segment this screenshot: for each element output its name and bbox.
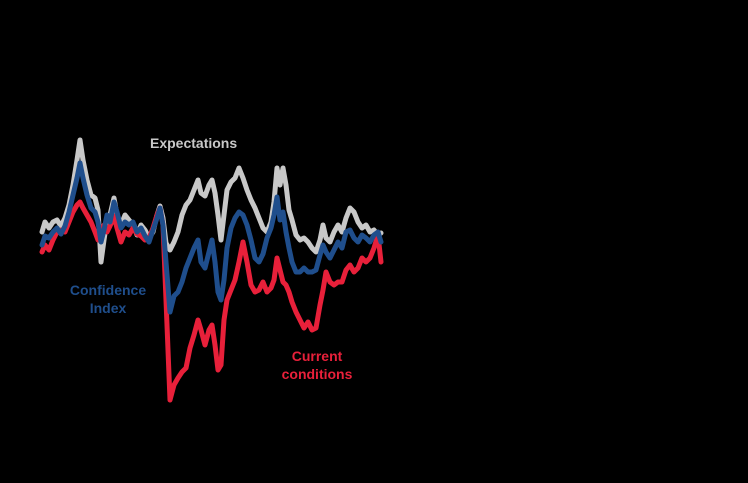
confidence-label-line2: Index	[89, 300, 127, 316]
current-conditions-label: Current conditions	[272, 347, 362, 383]
current-label-line1: Current	[291, 348, 343, 364]
confidence-label-line1: Confidence	[69, 282, 147, 298]
confidence-index-line	[39, 160, 384, 315]
confidence-index-label: Confidence Index	[63, 281, 153, 317]
current-label-line2: conditions	[281, 366, 353, 382]
expectations-label-text: Expectations	[150, 135, 238, 151]
expectations-label: Expectations	[150, 134, 237, 152]
